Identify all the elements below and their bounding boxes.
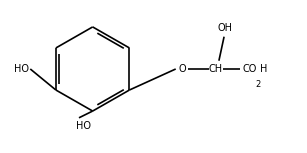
Text: CO: CO	[242, 64, 257, 74]
Text: HO: HO	[76, 121, 91, 131]
Text: CH: CH	[209, 64, 223, 74]
Text: OH: OH	[217, 23, 232, 33]
Text: 2: 2	[255, 80, 260, 89]
Text: H: H	[260, 64, 268, 74]
Text: O: O	[179, 64, 186, 74]
Text: HO: HO	[14, 64, 29, 74]
